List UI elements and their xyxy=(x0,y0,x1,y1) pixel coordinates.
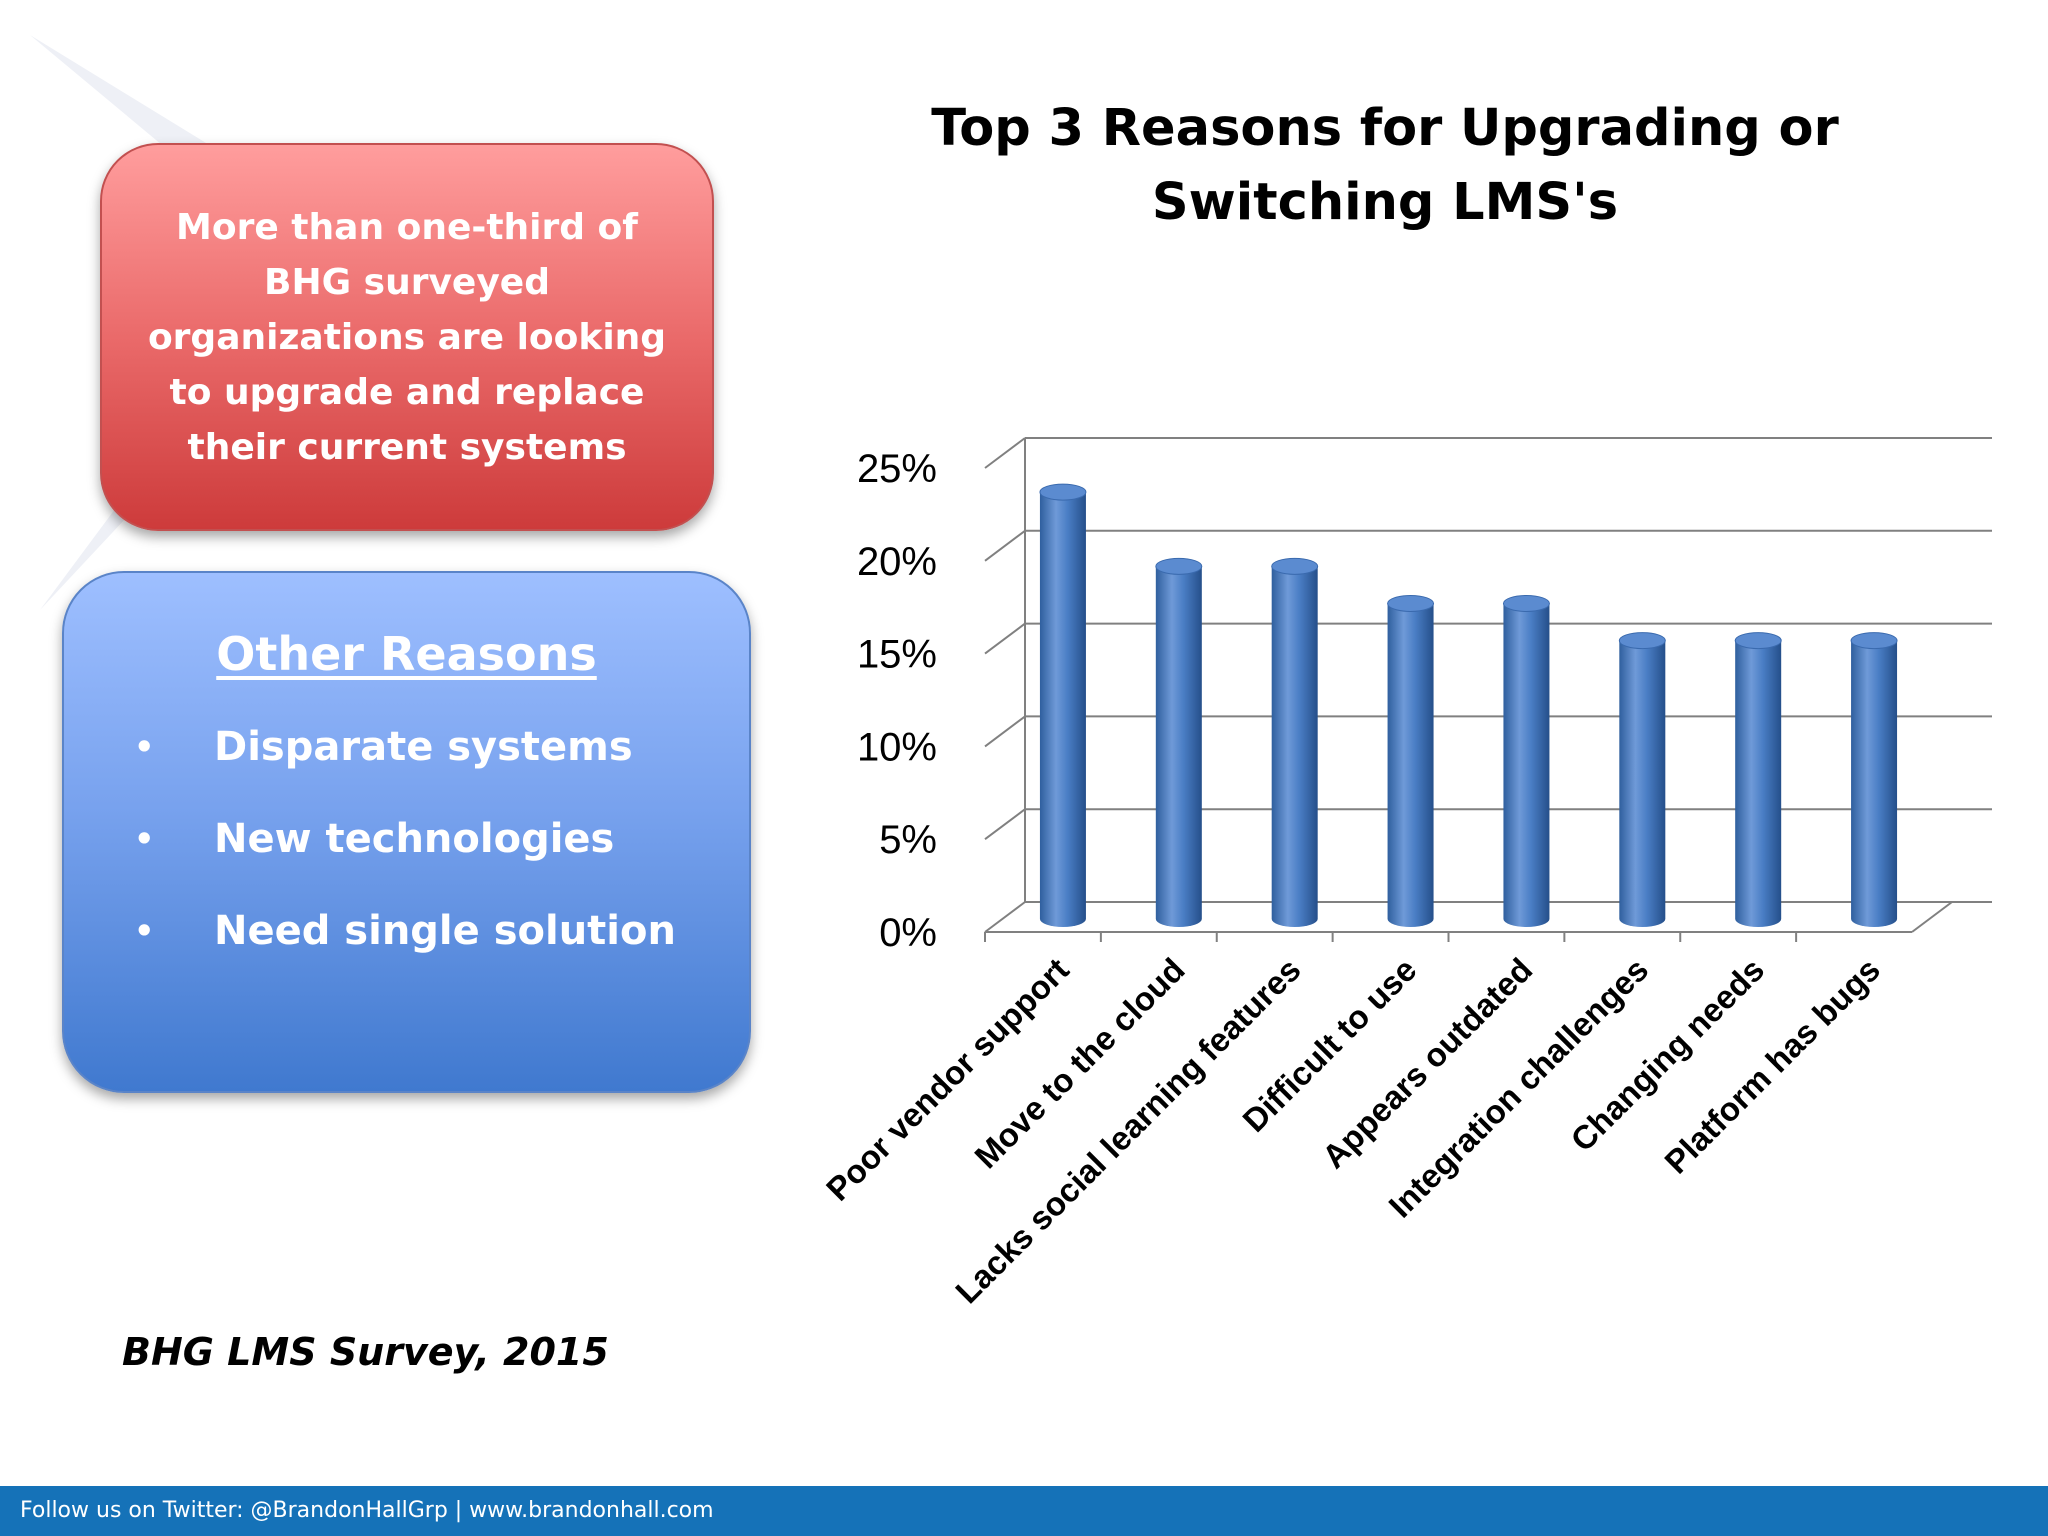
bar-body xyxy=(1155,566,1202,927)
bar xyxy=(1039,483,1087,927)
footer-bar: Follow us on Twitter: @BrandonHallGrp | … xyxy=(0,1486,2048,1536)
callout-box: More than one-third of BHG surveyed orga… xyxy=(100,143,714,531)
x-category-label: Changing needs xyxy=(1563,951,1771,1159)
bar-top xyxy=(1502,594,1550,612)
bar-body xyxy=(1387,603,1434,927)
y-tick-label: 15% xyxy=(857,633,937,677)
list-item: • Need single solution xyxy=(134,908,676,954)
bar xyxy=(1734,632,1782,927)
x-category-label: Appears outdated xyxy=(1315,951,1540,1176)
y-tick-label: 0% xyxy=(879,911,937,955)
source-note: BHG LMS Survey, 2015 xyxy=(122,1330,609,1374)
gridline-diagonal xyxy=(984,529,1026,562)
bar-body xyxy=(1503,603,1550,927)
bar xyxy=(1387,594,1435,927)
y-tick-label: 25% xyxy=(857,447,937,491)
bar xyxy=(1618,632,1666,927)
bar-top xyxy=(1734,632,1782,650)
gridline-diagonal xyxy=(984,622,1026,655)
bar-body xyxy=(1735,640,1782,927)
other-reasons-title: Other Reasons xyxy=(216,627,597,681)
bar-top xyxy=(1850,632,1898,650)
bar xyxy=(1850,632,1898,927)
x-category-label: Move to the cloud xyxy=(967,951,1192,1176)
bullet-icon: • xyxy=(134,820,155,858)
gridline-diagonal xyxy=(984,715,1026,748)
bullet-icon: • xyxy=(134,912,155,950)
bar-body xyxy=(1851,640,1898,927)
bar-body xyxy=(1619,640,1666,927)
callout-text: More than one-third of BHG surveyed orga… xyxy=(147,206,667,468)
bar-body xyxy=(1039,492,1086,927)
other-reasons-box: Other Reasons • Disparate systems • New te… xyxy=(62,571,751,1093)
list-item: • Disparate systems xyxy=(134,724,633,770)
bar-top xyxy=(1271,557,1319,575)
y-tick-label: 5% xyxy=(879,818,937,862)
bar-top xyxy=(1618,632,1666,650)
gridline-diagonal xyxy=(984,437,1026,469)
bar-top xyxy=(1387,594,1435,612)
y-tick-label: 20% xyxy=(857,540,937,584)
bullet-icon: • xyxy=(134,728,155,766)
bar-top xyxy=(1155,557,1203,575)
floor-side-edge xyxy=(1911,901,1953,933)
gridline-diagonal xyxy=(984,901,1026,933)
bar xyxy=(1155,557,1203,927)
chart-title: Top 3 Reasons for Upgrading or Switching… xyxy=(931,99,1839,232)
y-tick-label: 10% xyxy=(857,725,937,769)
bar-body xyxy=(1271,566,1318,927)
bar xyxy=(1502,594,1550,927)
bar xyxy=(1271,557,1319,927)
list-item: • New technologies xyxy=(134,816,615,862)
x-category-label: Platform has bugs xyxy=(1657,951,1887,1181)
other-reasons-list: • Disparate systems • New technologies • Ne… xyxy=(134,723,676,999)
gridline-diagonal xyxy=(984,808,1026,841)
bar-top xyxy=(1039,483,1087,501)
